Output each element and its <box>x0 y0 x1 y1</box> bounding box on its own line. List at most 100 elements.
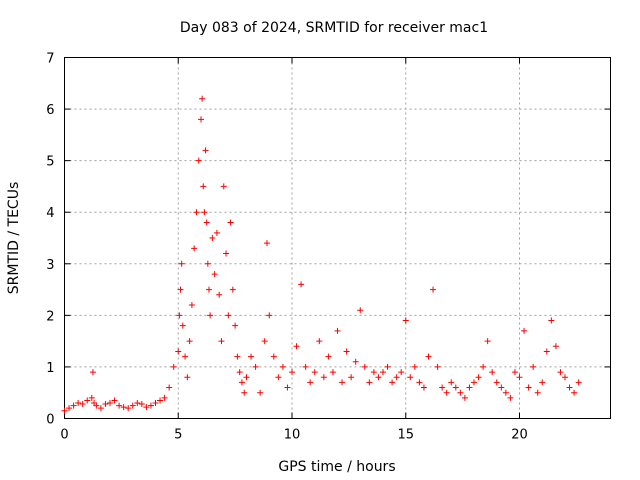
data-point <box>182 353 189 360</box>
data-point <box>111 397 118 404</box>
data-point <box>493 379 500 386</box>
data-point <box>161 394 168 401</box>
data-point <box>307 379 314 386</box>
data-point <box>152 400 159 407</box>
data-point <box>195 157 202 164</box>
data-point <box>170 363 177 370</box>
data-point <box>209 235 216 241</box>
data-point <box>218 338 225 345</box>
data-point <box>66 405 73 412</box>
data-point <box>191 245 198 252</box>
data-point <box>316 338 323 345</box>
data-point <box>393 374 400 381</box>
data-point <box>334 327 341 334</box>
data-point <box>489 369 496 376</box>
data-point <box>448 379 455 386</box>
data-point <box>223 250 230 257</box>
data-point <box>147 402 154 409</box>
y-tick-label: 5 <box>46 155 54 170</box>
data-point <box>402 317 409 324</box>
data-point <box>284 384 291 391</box>
data-point <box>179 322 186 329</box>
data-point <box>511 369 518 376</box>
grid <box>64 57 611 419</box>
data-point <box>275 374 282 381</box>
data-point <box>125 405 132 412</box>
data-point <box>443 389 450 396</box>
data-point <box>202 147 209 154</box>
y-tick-label: 3 <box>46 258 54 273</box>
data-point <box>507 394 514 401</box>
y-axis: 0 1 2 3 4 5 6 7 <box>46 52 611 428</box>
chart-title: Day 083 of 2024, SRMTID for receiver mac… <box>180 20 488 36</box>
data-point <box>480 363 487 370</box>
y-tick-label: 4 <box>46 206 54 221</box>
data-point <box>129 402 136 409</box>
data-point <box>289 369 295 376</box>
x-tick-label: 20 <box>511 428 528 443</box>
data-point <box>70 402 77 409</box>
data-point <box>120 404 127 411</box>
data-point <box>75 400 82 407</box>
data-point <box>343 348 350 355</box>
data-point <box>252 363 259 370</box>
data-point <box>89 369 96 376</box>
data-point <box>184 374 191 381</box>
data-point <box>466 384 473 391</box>
data-point <box>380 369 386 376</box>
data-point <box>498 384 505 391</box>
data-point <box>525 384 532 391</box>
data-point <box>329 369 336 376</box>
data-point <box>475 374 482 381</box>
data-point <box>484 338 491 345</box>
data-point <box>543 348 550 355</box>
data-point <box>200 183 207 190</box>
data-point <box>311 369 318 376</box>
x-tick-label: 5 <box>174 428 182 443</box>
data-point <box>238 379 245 386</box>
data-point <box>411 363 418 370</box>
y-tick-label: 0 <box>46 413 54 428</box>
data-point <box>384 363 391 370</box>
data-point <box>302 363 309 370</box>
data-point <box>175 348 182 355</box>
data-point <box>225 312 232 319</box>
x-tick-label: 0 <box>60 428 68 443</box>
data-point <box>534 389 541 396</box>
data-point <box>157 397 164 404</box>
data-point <box>186 338 193 345</box>
x-axis: 0 5 10 15 20 <box>60 57 528 443</box>
data-point <box>199 95 206 102</box>
data-point <box>407 374 414 381</box>
data-point <box>88 394 95 401</box>
data-point <box>548 317 555 324</box>
data-point <box>571 389 578 396</box>
data-point <box>166 384 173 391</box>
data-point <box>143 404 150 411</box>
data-point <box>116 402 123 409</box>
data-point <box>234 353 241 360</box>
data-point <box>220 183 227 190</box>
data-point <box>193 209 200 216</box>
data-point <box>348 374 355 381</box>
data-point <box>452 384 459 391</box>
data-point <box>266 312 273 319</box>
x-tick-label: 15 <box>397 428 414 443</box>
data-point <box>398 369 405 376</box>
data-point <box>213 229 220 236</box>
data-point <box>188 302 195 309</box>
data-point <box>201 209 208 216</box>
data-point <box>439 384 446 391</box>
data-point <box>430 286 437 293</box>
data-point <box>420 384 427 391</box>
y-axis-label: SRMTID / TECUs <box>6 182 22 295</box>
data-point <box>93 402 100 409</box>
data-point <box>461 394 468 401</box>
data-point <box>61 407 68 414</box>
data-point <box>361 363 368 370</box>
x-axis-label: GPS time / hours <box>278 459 395 475</box>
x-tick-label: 10 <box>284 428 301 443</box>
data-point <box>357 307 364 314</box>
data-point <box>370 369 377 376</box>
